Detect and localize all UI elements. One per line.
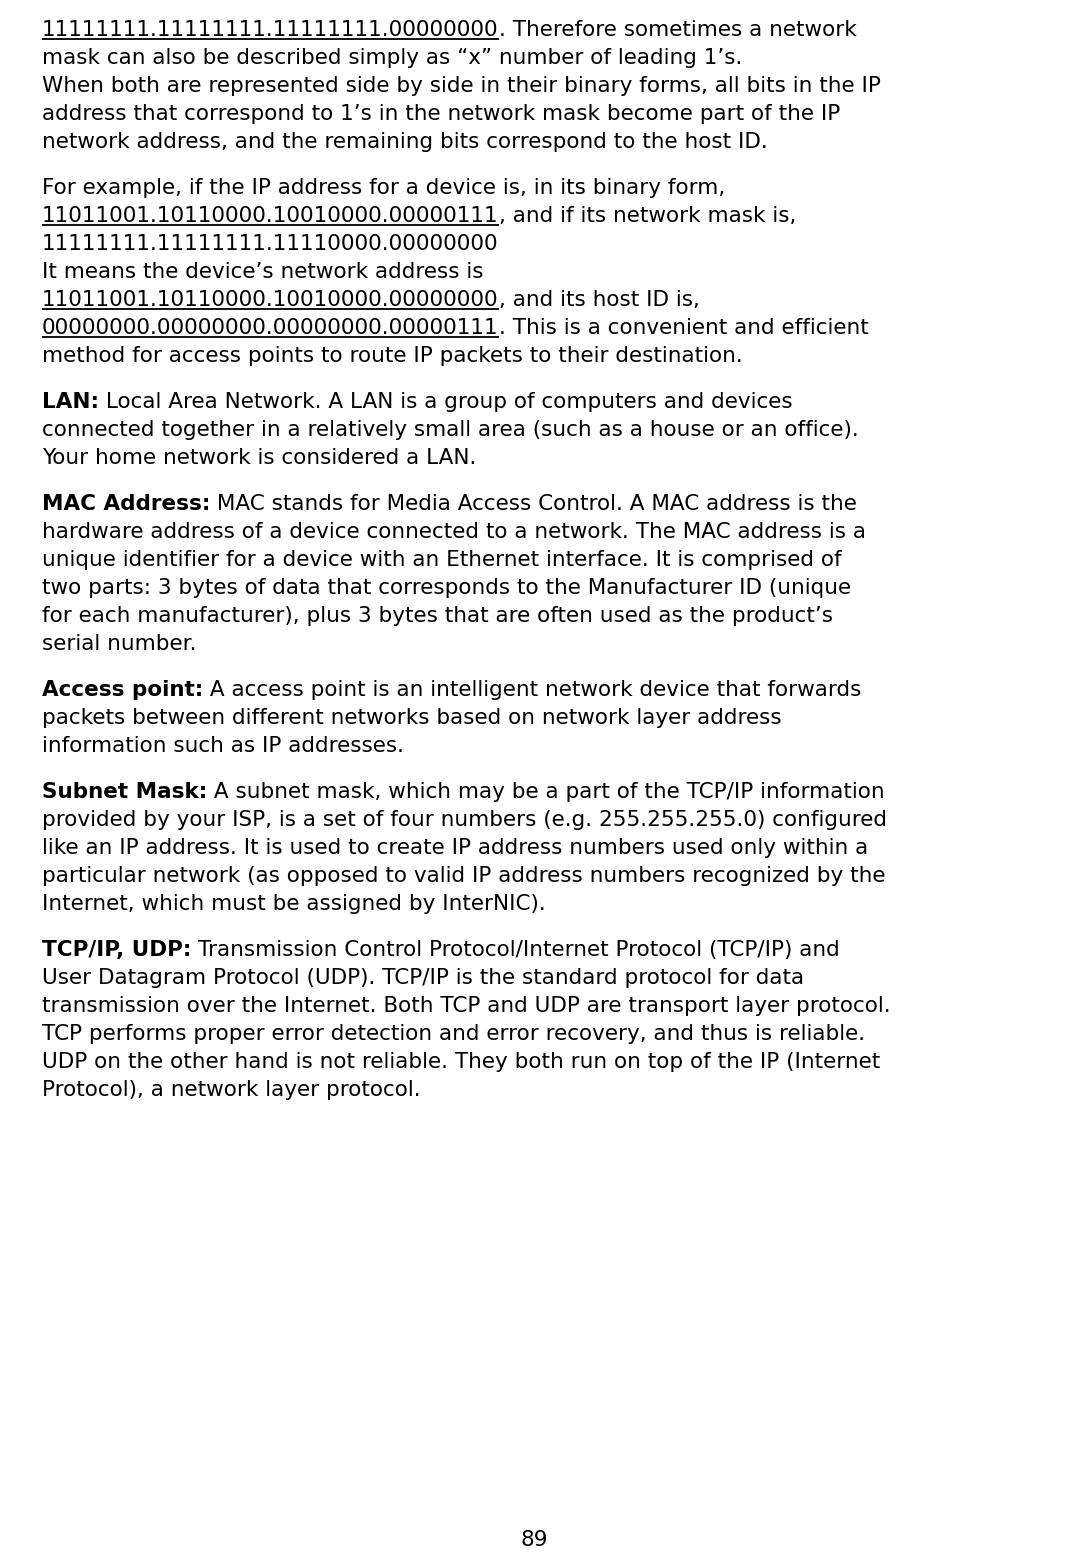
Text: When both are represented side by side in their binary forms, all bits in the IP: When both are represented side by side i… (42, 75, 881, 96)
Text: A subnet mask, which may be a part of the TCP/IP information: A subnet mask, which may be a part of th… (207, 782, 885, 801)
Text: A access point is an intelligent network device that forwards: A access point is an intelligent network… (203, 681, 862, 699)
Text: hardware address of a device connected to a network. The MAC address is a: hardware address of a device connected t… (42, 522, 866, 543)
Text: 11011001.10110000.10010000.00000000: 11011001.10110000.10010000.00000000 (42, 290, 499, 310)
Text: serial number.: serial number. (42, 633, 197, 654)
Text: network address, and the remaining bits correspond to the host ID.: network address, and the remaining bits … (42, 132, 768, 152)
Text: Internet, which must be assigned by InterNIC).: Internet, which must be assigned by Inte… (42, 894, 546, 914)
Text: Local Area Network. A LAN is a group of computers and devices: Local Area Network. A LAN is a group of … (99, 392, 792, 412)
Text: User Datagram Protocol (UDP). TCP/IP is the standard protocol for data: User Datagram Protocol (UDP). TCP/IP is … (42, 967, 804, 988)
Text: for each manufacturer), plus 3 bytes that are often used as the product’s: for each manufacturer), plus 3 bytes tha… (42, 605, 833, 626)
Text: . Therefore sometimes a network: . Therefore sometimes a network (499, 20, 857, 39)
Text: particular network (as opposed to valid IP address numbers recognized by the: particular network (as opposed to valid … (42, 866, 885, 886)
Text: connected together in a relatively small area (such as a house or an office).: connected together in a relatively small… (42, 420, 859, 439)
Text: 00000000.00000000.00000000.00000111: 00000000.00000000.00000000.00000111 (42, 318, 499, 337)
Text: 11111111.11111111.11111111.00000000: 11111111.11111111.11111111.00000000 (42, 20, 499, 39)
Text: , and if its network mask is,: , and if its network mask is, (499, 205, 796, 226)
Text: Transmission Control Protocol/Internet Protocol (TCP/IP) and: Transmission Control Protocol/Internet P… (191, 939, 841, 960)
Text: like an IP address. It is used to create IP address numbers used only within a: like an IP address. It is used to create… (42, 837, 868, 858)
Text: address that correspond to 1’s in the network mask become part of the IP: address that correspond to 1’s in the ne… (42, 103, 841, 124)
Text: For example, if the IP address for a device is, in its binary form,: For example, if the IP address for a dev… (42, 177, 725, 198)
Text: unique identifier for a device with an Ethernet interface. It is comprised of: unique identifier for a device with an E… (42, 550, 842, 569)
Text: MAC Address:: MAC Address: (42, 494, 210, 514)
Text: Protocol), a network layer protocol.: Protocol), a network layer protocol. (42, 1080, 421, 1099)
Text: two parts: 3 bytes of data that corresponds to the Manufacturer ID (unique: two parts: 3 bytes of data that correspo… (42, 577, 851, 597)
Text: 89: 89 (520, 1530, 548, 1551)
Text: . This is a convenient and efficient: . This is a convenient and efficient (499, 318, 868, 337)
Text: LAN:: LAN: (42, 392, 99, 412)
Text: 11011001.10110000.10010000.00000111: 11011001.10110000.10010000.00000111 (42, 205, 499, 226)
Text: TCP performs proper error detection and error recovery, and thus is reliable.: TCP performs proper error detection and … (42, 1024, 865, 1044)
Text: provided by your ISP, is a set of four numbers (e.g. 255.255.255.0) configured: provided by your ISP, is a set of four n… (42, 809, 888, 829)
Text: It means the device’s network address is: It means the device’s network address is (42, 262, 484, 282)
Text: UDP on the other hand is not reliable. They both run on top of the IP (Internet: UDP on the other hand is not reliable. T… (42, 1052, 880, 1073)
Text: packets between different networks based on network layer address: packets between different networks based… (42, 707, 782, 728)
Text: transmission over the Internet. Both TCP and UDP are transport layer protocol.: transmission over the Internet. Both TCP… (42, 996, 891, 1016)
Text: Subnet Mask:: Subnet Mask: (42, 782, 207, 801)
Text: mask can also be described simply as “x” number of leading 1’s.: mask can also be described simply as “x”… (42, 47, 742, 67)
Text: Access point:: Access point: (42, 681, 203, 699)
Text: method for access points to route IP packets to their destination.: method for access points to route IP pac… (42, 347, 742, 365)
Text: , and its host ID is,: , and its host ID is, (499, 290, 700, 310)
Text: information such as IP addresses.: information such as IP addresses. (42, 735, 404, 756)
Text: 11111111.11111111.11110000.00000000: 11111111.11111111.11110000.00000000 (42, 234, 499, 254)
Text: MAC stands for Media Access Control. A MAC address is the: MAC stands for Media Access Control. A M… (210, 494, 858, 514)
Text: TCP/IP, UDP:: TCP/IP, UDP: (42, 939, 191, 960)
Text: Your home network is considered a LAN.: Your home network is considered a LAN. (42, 448, 476, 467)
